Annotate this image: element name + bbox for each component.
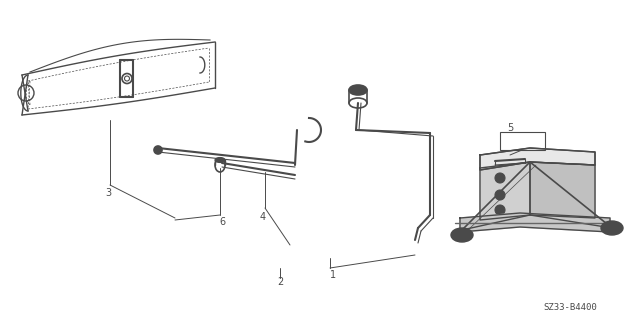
Ellipse shape (451, 228, 473, 242)
Polygon shape (530, 162, 595, 218)
Bar (500, 132, 545, 150)
Circle shape (495, 205, 505, 215)
Text: 5: 5 (507, 123, 513, 133)
Circle shape (495, 173, 505, 183)
Polygon shape (460, 213, 610, 232)
Circle shape (495, 190, 505, 200)
Text: 2: 2 (277, 277, 283, 287)
Ellipse shape (605, 224, 619, 232)
Ellipse shape (601, 221, 623, 235)
Text: SZ33-B4400: SZ33-B4400 (543, 302, 597, 311)
Text: 4: 4 (260, 212, 266, 222)
Polygon shape (480, 162, 530, 220)
Ellipse shape (455, 231, 469, 239)
Text: 1: 1 (330, 270, 336, 280)
Polygon shape (480, 148, 595, 170)
Ellipse shape (215, 157, 225, 163)
Ellipse shape (349, 85, 367, 95)
Circle shape (154, 146, 162, 154)
Text: 6: 6 (219, 217, 225, 227)
Text: 3: 3 (105, 188, 111, 198)
